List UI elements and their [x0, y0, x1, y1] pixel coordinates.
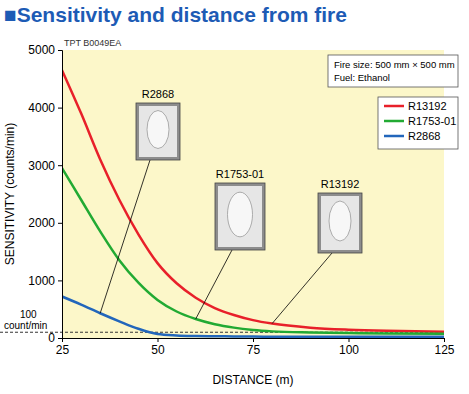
photo-frame: [136, 103, 180, 160]
x-tick: 100: [339, 338, 359, 357]
chart: ■Sensitivity and distance from fire TPT B…: [0, 0, 469, 394]
y-tick: 4000: [28, 101, 62, 115]
photo-pointer: [196, 250, 232, 319]
y-tick-mark: [58, 280, 62, 281]
reference-value: 100: [20, 309, 37, 320]
photo-frame: [215, 183, 265, 250]
y-tick: 0: [48, 331, 62, 345]
y-tick-label: 5000: [28, 43, 55, 57]
photo-label: R13192: [321, 178, 360, 190]
photo-tube: [147, 111, 169, 149]
plot-background: [62, 50, 444, 338]
y-tick-label: 4000: [28, 101, 55, 115]
photo-pointer: [272, 253, 332, 324]
y-tick: 1000: [28, 274, 62, 288]
x-axis-title: DISTANCE (m): [212, 373, 293, 387]
x-tick-label: 75: [247, 343, 261, 357]
title: ■Sensitivity and distance from fire: [4, 3, 347, 26]
x-tick-label: 100: [339, 343, 359, 357]
series-line: [62, 297, 444, 337]
legend-box: [378, 97, 458, 149]
x-tick-label: 125: [434, 343, 454, 357]
y-tick-mark: [58, 108, 62, 109]
y-tick: 3000: [28, 159, 62, 173]
x-axis: 25 50 75 100 125: [56, 338, 455, 357]
x-tick: 50: [151, 338, 165, 357]
x-tick: 125: [434, 338, 454, 357]
photo-inner: [321, 196, 359, 250]
x-tick-mark: [158, 338, 159, 342]
x-tick-mark: [253, 338, 254, 342]
photo-inner: [139, 106, 177, 157]
y-tick-label: 0: [48, 331, 55, 345]
x-tick-mark: [349, 338, 350, 342]
legend-swatch: [384, 120, 404, 123]
x-tick: 75: [247, 338, 261, 357]
legend-label: R1753-01: [408, 115, 456, 127]
photo-pointer: [100, 160, 150, 313]
y-tick-label: 1000: [28, 274, 55, 288]
x-tick-label: 50: [151, 343, 165, 357]
legend-label: R13192: [408, 100, 447, 112]
y-tick: 5000: [28, 43, 62, 57]
x-tick-mark: [444, 338, 445, 342]
legend-swatch: [384, 135, 404, 138]
figure-id: TPT B0049EA: [64, 38, 121, 48]
y-axis: 0 1000 2000 3000 4000 5000: [28, 43, 62, 345]
y-axis-line: [58, 51, 63, 339]
info-box: [328, 55, 458, 87]
legend-label: R2868: [408, 130, 440, 142]
y-tick-mark: [58, 338, 62, 339]
photo-frame: [318, 193, 362, 253]
series-line: [62, 168, 444, 334]
x-tick: 25: [56, 338, 70, 357]
legend-swatch: [384, 105, 404, 108]
photo-inner: [218, 186, 262, 247]
photo-tube: [228, 192, 253, 237]
y-axis-title: SENSITIVITY (counts/min): [3, 123, 17, 265]
annotation: Fuel: Ethanol: [334, 72, 390, 83]
photo-label: R1753-01: [216, 168, 264, 180]
x-axis-line: [63, 339, 445, 343]
y-tick-label: 2000: [28, 216, 55, 230]
y-tick-label: 3000: [28, 159, 55, 173]
y-tick-mark: [58, 50, 62, 51]
y-tick-mark: [58, 165, 62, 166]
y-tick-mark: [58, 223, 62, 224]
photo-label: R2868: [142, 88, 174, 100]
annotation: Fire size: 500 mm × 500 mm: [334, 59, 455, 70]
y-tick: 2000: [28, 216, 62, 230]
photo-tube: [329, 201, 351, 241]
reference-label: count/min: [4, 320, 47, 331]
x-tick-label: 25: [56, 343, 70, 357]
